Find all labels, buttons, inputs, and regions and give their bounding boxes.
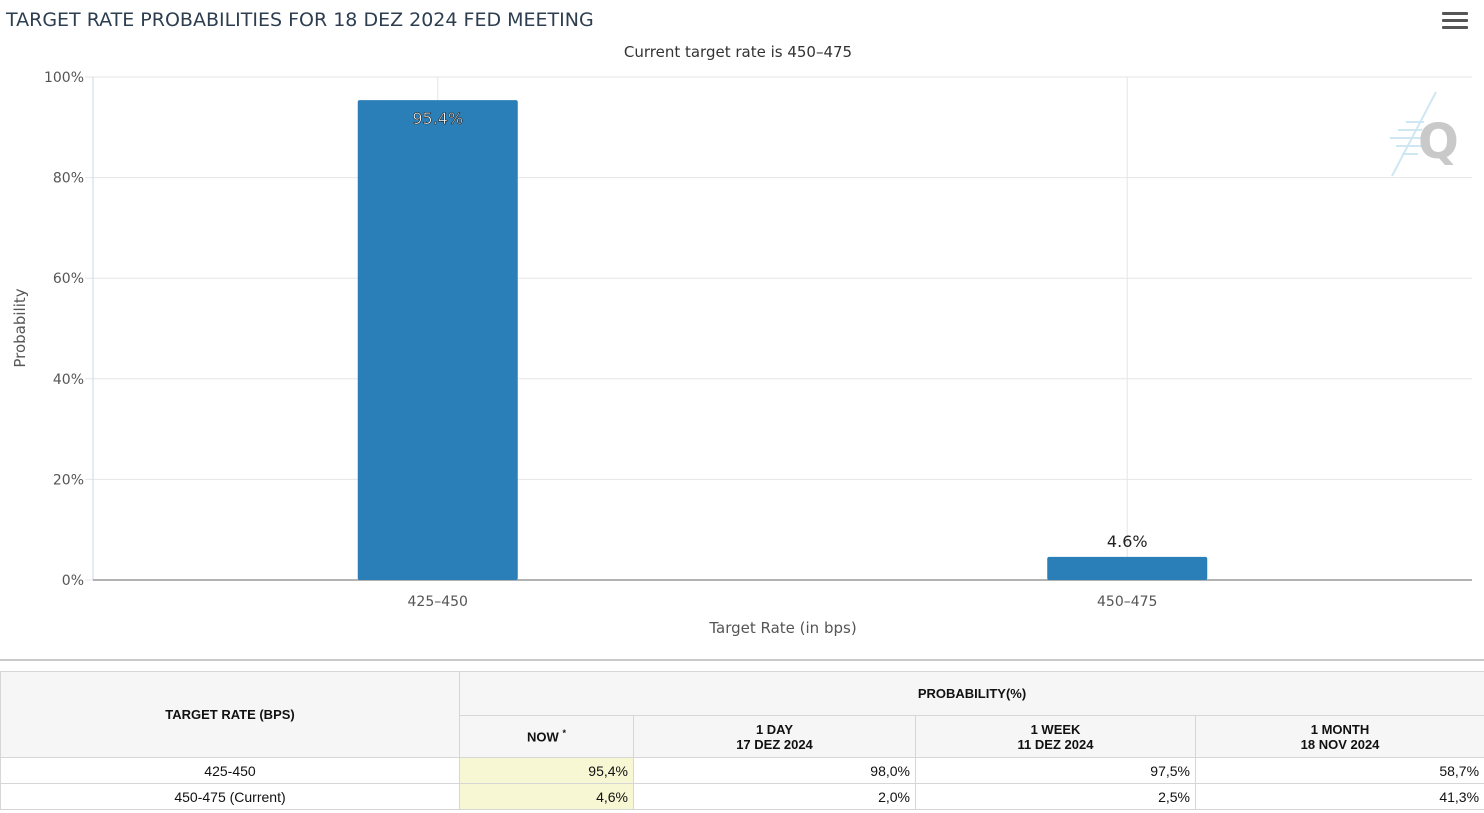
one-week-label: 1 WEEK [1030, 721, 1081, 737]
y-tick-label: 20% [53, 472, 84, 488]
one-day-label: 1 DAY [755, 721, 794, 737]
row-now: 95,4% [459, 757, 634, 784]
target-rate-header: TARGET RATE (BPS) [0, 671, 460, 758]
y-tick-label: 80% [53, 171, 84, 187]
y-tick-label: 100% [44, 70, 84, 86]
one-day-date: 17 DEZ 2024 [736, 736, 813, 752]
y-tick-label: 0% [62, 573, 84, 589]
one-month-header: 1 MONTH 18 NOV 2024 [1194, 715, 1484, 758]
table-row: 450-475 (Current) 4,6% 2,0% 2,5% 41,3% [0, 783, 1484, 810]
row-now: 4,6% [459, 783, 634, 810]
chart-menu-icon[interactable] [1442, 12, 1468, 34]
one-month-label: 1 MONTH [1310, 721, 1370, 737]
data-label: 95.4% [412, 109, 463, 128]
one-week-header: 1 WEEK 11 DEZ 2024 [915, 715, 1196, 758]
quikstrike-watermark-icon: Q [1390, 91, 1458, 177]
row-month: 58,7% [1194, 757, 1484, 784]
chart-panel: TARGET RATE PROBABILITIES FOR 18 DEZ 202… [0, 9, 1484, 661]
chart-title: TARGET RATE PROBABILITIES FOR 18 DEZ 202… [5, 9, 594, 31]
bar-chart: TARGET RATE PROBABILITIES FOR 18 DEZ 202… [5, 9, 1472, 637]
one-day-header: 1 DAY 17 DEZ 2024 [633, 715, 916, 758]
probability-table: TARGET RATE (BPS) PROBABILITY(%) NOW * 1… [0, 671, 1484, 810]
y-tick-label: 40% [53, 372, 84, 388]
one-week-date: 11 DEZ 2024 [1017, 736, 1094, 752]
bar[interactable] [1047, 556, 1208, 580]
probability-table-wrap: TARGET RATE (BPS) PROBABILITY(%) NOW * 1… [0, 671, 1484, 810]
row-day: 2,0% [633, 783, 916, 810]
x-tick-label: 425–450 [408, 594, 468, 610]
row-day: 98,0% [633, 757, 916, 784]
x-tick-label: 450–475 [1097, 594, 1157, 610]
row-month: 41,3% [1194, 783, 1484, 810]
row-week: 97,5% [915, 757, 1196, 784]
data-label: 4.6% [1107, 532, 1148, 551]
chart-subtitle: Current target rate is 450–475 [624, 43, 852, 61]
y-tick-label: 60% [53, 271, 84, 287]
one-month-date: 18 NOV 2024 [1300, 736, 1380, 752]
probability-header: PROBABILITY(%) [458, 671, 1484, 716]
table-row: 425-450 95,4% 98,0% 97,5% 58,7% [0, 757, 1484, 784]
row-week: 2,5% [915, 783, 1196, 810]
bar[interactable] [357, 100, 518, 580]
svg-text:Q: Q [1418, 114, 1458, 170]
y-axis-title: Probability [11, 288, 29, 367]
x-axis-title: Target Rate (in bps) [708, 619, 856, 637]
now-label: NOW [527, 729, 559, 745]
row-rate: 450-475 (Current) [0, 783, 460, 810]
row-rate: 425-450 [0, 757, 460, 784]
now-footnote-mark: * [562, 728, 566, 739]
now-header: NOW * [459, 715, 634, 758]
